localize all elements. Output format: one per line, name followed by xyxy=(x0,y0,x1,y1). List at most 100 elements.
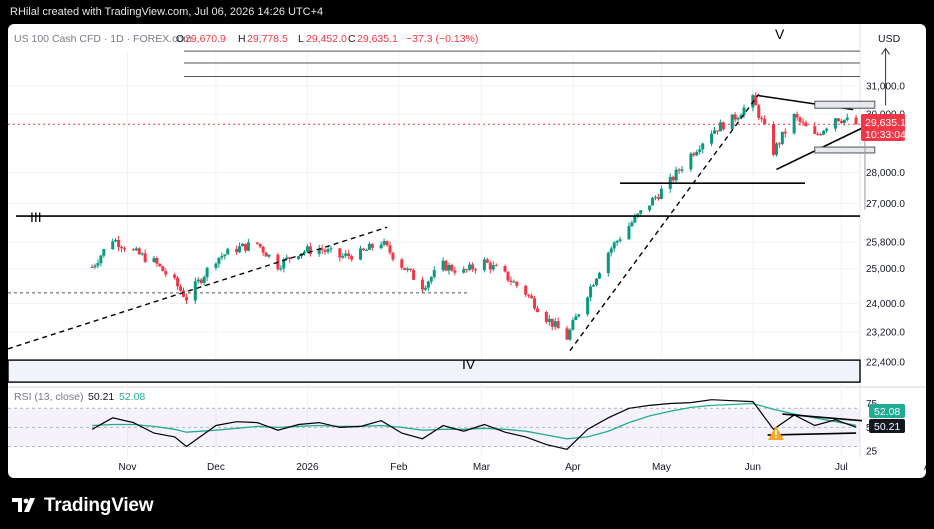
candle xyxy=(506,271,510,283)
candle xyxy=(403,267,407,271)
candle xyxy=(822,130,826,136)
arrow-v-head xyxy=(881,47,891,55)
wave-label-v: V xyxy=(775,26,785,42)
warning-icon[interactable] xyxy=(768,426,784,440)
candle xyxy=(804,120,808,127)
candle xyxy=(179,284,183,292)
candle xyxy=(845,113,849,122)
candle xyxy=(137,246,141,255)
candle xyxy=(754,92,758,106)
x-tick-label: Aug xyxy=(924,462,926,473)
tradingview-logo-icon xyxy=(12,498,35,512)
candle xyxy=(320,244,324,254)
candle xyxy=(710,130,714,147)
candle xyxy=(742,104,746,119)
candle xyxy=(494,263,498,267)
drawings[interactable] xyxy=(8,47,891,383)
candle xyxy=(385,240,389,247)
candle xyxy=(117,235,121,252)
candle xyxy=(202,275,206,286)
candle xyxy=(825,127,829,133)
credit-text: RHilal created with TradingView.com, Jul… xyxy=(10,6,324,18)
candle xyxy=(772,121,775,157)
currency-label[interactable]: USD xyxy=(878,33,901,45)
candle xyxy=(718,119,722,132)
c-value: 29,635.1 xyxy=(357,33,398,45)
candle xyxy=(111,238,115,250)
candle xyxy=(698,145,702,155)
chart-frame[interactable]: US 100 Cash CFD · 1D · FOREX.com O 29,67… xyxy=(8,24,926,478)
candle xyxy=(474,267,478,274)
wave-label-iii: III xyxy=(30,209,42,225)
ohlc-legend: O 29,670.9 H 29,778.5 L 29,452.0 C 29,63… xyxy=(176,33,478,45)
candle xyxy=(618,236,622,243)
candle xyxy=(441,257,445,272)
rsi-ma-tag-value: 52.08 xyxy=(874,406,900,418)
candle xyxy=(656,193,660,201)
candle xyxy=(347,249,351,260)
trendline-iv-v xyxy=(569,93,760,352)
zone-box xyxy=(814,100,876,109)
candle xyxy=(123,246,126,252)
candle xyxy=(409,268,413,272)
candle xyxy=(651,196,655,206)
candle xyxy=(733,112,737,123)
candle xyxy=(556,317,560,329)
candle xyxy=(406,266,410,273)
rsi-ma-tag: 52.08 xyxy=(869,404,905,418)
candle xyxy=(158,263,162,268)
candle xyxy=(692,151,696,157)
candle xyxy=(839,118,843,125)
candle xyxy=(220,252,224,261)
y-tick-label: 23,200.0 xyxy=(866,328,905,339)
candle xyxy=(760,115,764,123)
candle xyxy=(515,281,519,288)
change-value: −37.3 (−0.13%) xyxy=(406,33,478,45)
candle xyxy=(258,243,262,249)
candle xyxy=(615,239,619,246)
rsi-ma-line xyxy=(92,402,857,440)
candle xyxy=(536,305,539,313)
candle xyxy=(674,166,678,185)
chart-canvas[interactable]: US 100 Cash CFD · 1D · FOREX.com O 29,67… xyxy=(8,24,926,478)
o-label: O xyxy=(176,33,184,45)
candle xyxy=(462,266,466,274)
y-tick-label: 24,000.0 xyxy=(866,299,905,310)
candle xyxy=(344,250,348,259)
candle xyxy=(308,242,312,257)
candles xyxy=(90,92,858,341)
candle xyxy=(648,205,652,213)
candle xyxy=(382,238,386,247)
candle xyxy=(193,277,197,305)
candle xyxy=(586,296,590,317)
candle xyxy=(763,115,767,126)
candle xyxy=(302,249,306,256)
rsi-tag-value: 50.21 xyxy=(874,421,900,433)
candle xyxy=(553,317,557,330)
candle xyxy=(235,245,239,256)
candle xyxy=(361,247,365,251)
branding-bar: TradingView xyxy=(0,480,934,529)
candle xyxy=(819,132,823,136)
y-tick-label: 28,000.0 xyxy=(866,168,905,179)
y-tick-label: 25,000.0 xyxy=(866,264,905,275)
candle xyxy=(715,130,719,135)
candle xyxy=(243,243,247,254)
x-tick-label: Jul xyxy=(835,462,848,473)
current-price-value: 29,635.1 xyxy=(865,117,906,129)
candle xyxy=(833,117,837,132)
candle xyxy=(364,248,368,251)
rsi-triangle-lower xyxy=(767,432,857,436)
candle xyxy=(491,261,495,272)
candle xyxy=(140,251,144,256)
tradingview-logo[interactable]: TradingView xyxy=(12,495,154,517)
x-tick-label: Apr xyxy=(565,462,581,473)
x-tick-label: 2026 xyxy=(296,462,319,473)
candle xyxy=(512,279,516,283)
candle xyxy=(317,244,321,257)
candle xyxy=(612,241,616,252)
candle xyxy=(574,313,578,321)
candle xyxy=(143,249,147,263)
candle xyxy=(671,175,675,183)
candle xyxy=(730,114,734,130)
